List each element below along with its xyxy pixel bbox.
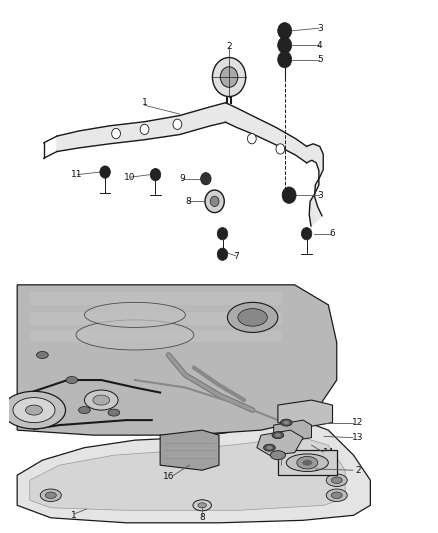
Circle shape: [212, 58, 246, 96]
Circle shape: [280, 419, 292, 426]
Polygon shape: [307, 144, 323, 226]
Circle shape: [331, 477, 342, 483]
Polygon shape: [30, 330, 282, 343]
Circle shape: [227, 302, 278, 333]
Ellipse shape: [76, 320, 194, 350]
Circle shape: [13, 398, 55, 423]
Polygon shape: [17, 418, 371, 523]
Polygon shape: [30, 292, 282, 305]
Circle shape: [201, 173, 211, 185]
Polygon shape: [30, 435, 345, 510]
Circle shape: [150, 168, 161, 181]
Circle shape: [205, 190, 224, 213]
Circle shape: [282, 187, 296, 204]
Circle shape: [85, 390, 118, 410]
Circle shape: [302, 459, 312, 466]
Polygon shape: [274, 420, 311, 442]
Text: 11: 11: [71, 170, 82, 179]
Circle shape: [25, 405, 42, 415]
Circle shape: [220, 67, 238, 87]
Polygon shape: [278, 400, 332, 427]
Polygon shape: [278, 450, 337, 475]
Text: 13: 13: [352, 433, 364, 442]
Text: 16: 16: [163, 472, 174, 481]
Circle shape: [46, 492, 56, 498]
Circle shape: [297, 456, 318, 469]
Circle shape: [276, 144, 285, 154]
Circle shape: [3, 391, 66, 429]
Circle shape: [217, 248, 228, 261]
Circle shape: [100, 166, 110, 178]
Text: 3: 3: [317, 191, 323, 200]
Circle shape: [173, 119, 182, 130]
Polygon shape: [226, 103, 307, 163]
Circle shape: [108, 409, 120, 416]
Ellipse shape: [85, 302, 185, 327]
Ellipse shape: [286, 454, 328, 472]
Circle shape: [326, 474, 347, 487]
Circle shape: [278, 22, 292, 39]
Circle shape: [198, 503, 206, 508]
Text: 3: 3: [317, 24, 323, 33]
Text: 1: 1: [141, 98, 148, 107]
Circle shape: [275, 433, 281, 437]
Text: 8: 8: [199, 513, 205, 522]
Circle shape: [270, 451, 286, 459]
Circle shape: [78, 407, 90, 414]
Circle shape: [301, 228, 312, 240]
Circle shape: [272, 432, 284, 439]
Circle shape: [93, 395, 110, 405]
Text: 10: 10: [124, 173, 135, 182]
Text: 9: 9: [179, 174, 185, 183]
Polygon shape: [257, 430, 303, 455]
Text: 2: 2: [226, 42, 232, 51]
Text: 14: 14: [323, 448, 334, 457]
Circle shape: [40, 489, 61, 502]
Text: 4: 4: [317, 41, 322, 50]
Text: 2: 2: [355, 466, 360, 475]
Circle shape: [66, 376, 78, 384]
Text: 6: 6: [329, 229, 335, 238]
Circle shape: [210, 196, 219, 206]
Circle shape: [140, 124, 149, 134]
Circle shape: [36, 351, 48, 359]
Circle shape: [264, 444, 276, 451]
Polygon shape: [30, 312, 282, 325]
Circle shape: [278, 51, 292, 68]
Polygon shape: [160, 430, 219, 470]
Text: 1: 1: [71, 511, 77, 520]
Circle shape: [247, 134, 256, 144]
Circle shape: [193, 500, 212, 511]
Polygon shape: [57, 103, 226, 151]
Circle shape: [326, 489, 347, 502]
Circle shape: [112, 128, 120, 139]
Text: 8: 8: [185, 197, 191, 206]
Text: 15: 15: [280, 462, 292, 471]
Text: 12: 12: [352, 418, 364, 427]
Circle shape: [278, 37, 292, 53]
Polygon shape: [17, 285, 337, 435]
Circle shape: [266, 446, 272, 449]
Text: 7: 7: [233, 252, 240, 261]
Circle shape: [217, 228, 228, 240]
Circle shape: [238, 309, 267, 326]
Text: 5: 5: [317, 55, 323, 64]
Circle shape: [283, 421, 289, 424]
Circle shape: [331, 492, 342, 498]
